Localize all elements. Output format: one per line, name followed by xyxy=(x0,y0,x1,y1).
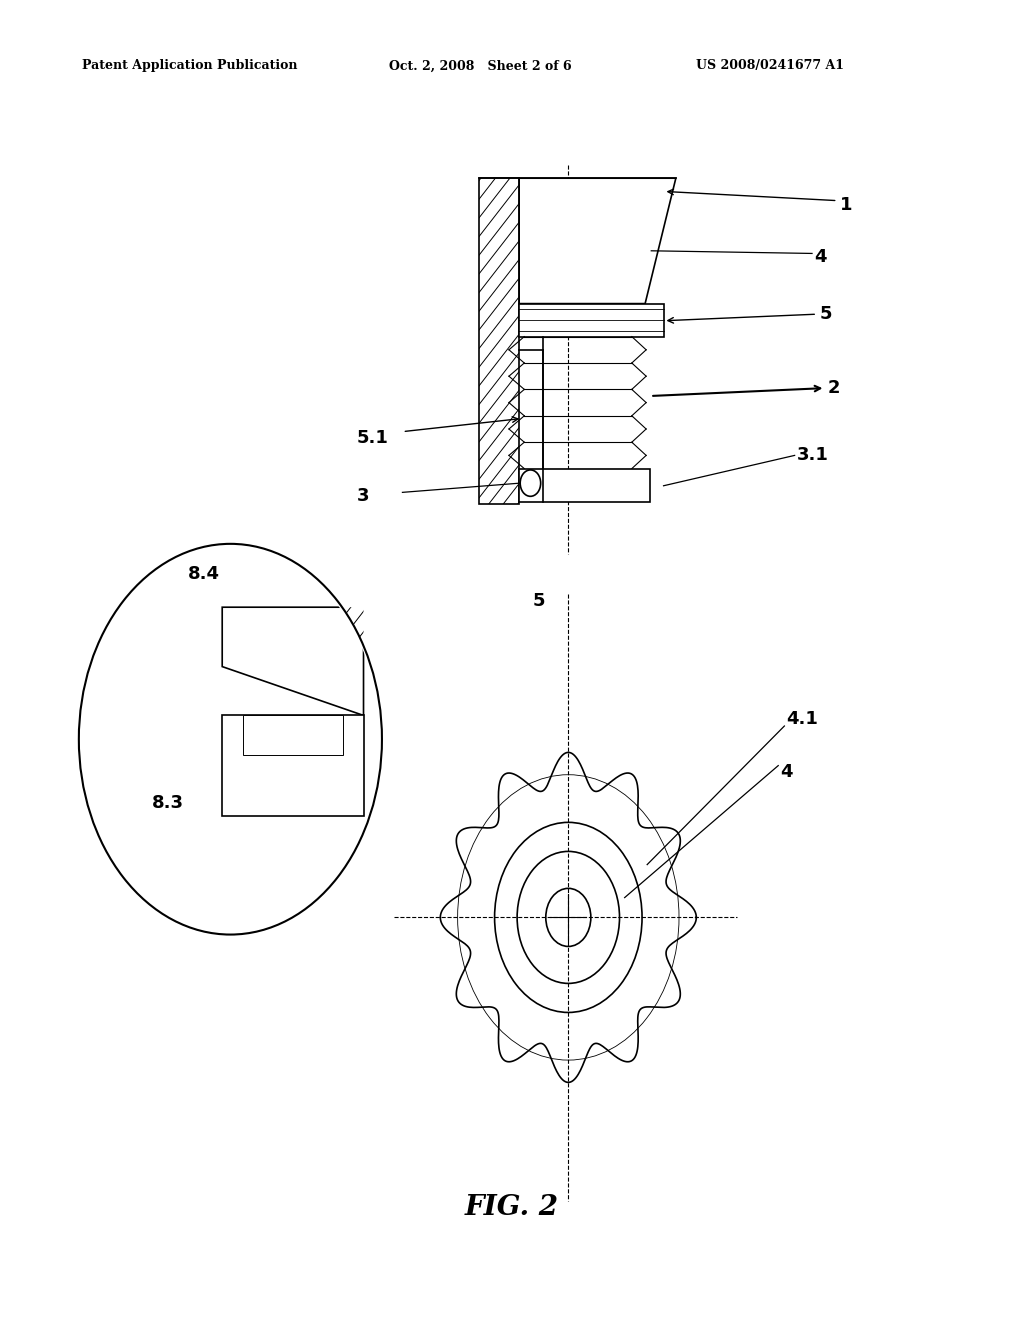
Text: FIG. 2: FIG. 2 xyxy=(465,1195,559,1221)
Polygon shape xyxy=(222,607,364,715)
Polygon shape xyxy=(479,178,519,504)
Text: 8.3: 8.3 xyxy=(152,793,183,812)
Text: 4: 4 xyxy=(780,763,793,781)
Text: 3: 3 xyxy=(356,487,369,506)
Text: 2: 2 xyxy=(827,379,840,397)
Text: Oct. 2, 2008   Sheet 2 of 6: Oct. 2, 2008 Sheet 2 of 6 xyxy=(389,59,571,73)
Text: US 2008/0241677 A1: US 2008/0241677 A1 xyxy=(696,59,845,73)
Text: 4: 4 xyxy=(814,248,826,267)
Text: 8.4: 8.4 xyxy=(187,565,219,583)
Text: 5.1: 5.1 xyxy=(356,429,388,447)
Polygon shape xyxy=(222,715,364,816)
Polygon shape xyxy=(519,469,650,502)
Polygon shape xyxy=(243,715,343,755)
Text: 5: 5 xyxy=(819,305,831,323)
Polygon shape xyxy=(519,304,664,337)
Polygon shape xyxy=(519,178,676,304)
Text: 4.1: 4.1 xyxy=(786,710,818,729)
Text: 1: 1 xyxy=(840,195,852,214)
Text: Patent Application Publication: Patent Application Publication xyxy=(82,59,297,73)
Circle shape xyxy=(79,544,382,935)
Text: 5: 5 xyxy=(532,591,545,610)
Text: 3.1: 3.1 xyxy=(797,446,828,465)
